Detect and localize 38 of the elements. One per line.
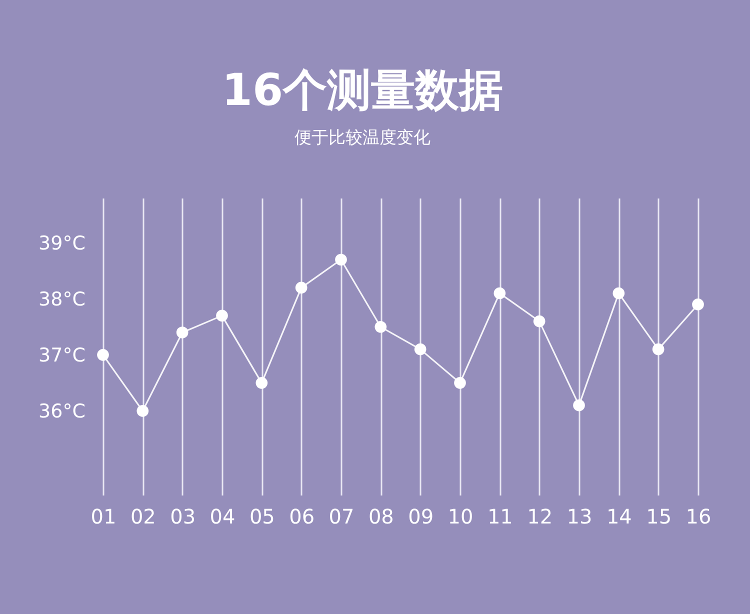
x-tick-label: 11: [487, 504, 513, 528]
x-tick-label: 13: [566, 504, 592, 528]
point: [573, 399, 585, 412]
x-tick-label: 03: [170, 504, 196, 528]
y-tick-label: 38°C: [38, 288, 86, 310]
x-tick-label: 02: [130, 504, 156, 528]
x-tick-label: 10: [448, 504, 474, 528]
x-tick-label: 15: [646, 504, 672, 528]
point: [216, 310, 228, 322]
point: [612, 287, 625, 300]
x-tick-label: 01: [90, 504, 116, 528]
point: [176, 326, 188, 338]
point: [256, 377, 268, 389]
chart-title: 16个测量数据: [222, 65, 504, 116]
x-tick-label: 05: [249, 504, 275, 528]
x-tick-label: 14: [606, 504, 632, 528]
point: [136, 405, 149, 417]
y-tick-label: 39°C: [38, 232, 86, 254]
point: [335, 254, 347, 266]
x-tick-label: 08: [368, 504, 394, 528]
x-tick-label: 16: [686, 504, 712, 528]
point: [652, 343, 664, 356]
x-tick-label: 04: [210, 504, 236, 528]
point: [97, 349, 109, 361]
chart-subtitle: 便于比较温度变化: [294, 128, 430, 148]
x-tick-label: 06: [289, 504, 315, 528]
point: [533, 315, 546, 328]
point: [454, 377, 466, 389]
point: [494, 287, 506, 300]
x-tick-label: 07: [328, 504, 354, 528]
y-tick-label: 37°C: [38, 344, 86, 366]
point: [414, 343, 426, 356]
point: [374, 320, 387, 333]
point: [692, 298, 704, 310]
y-tick-label: 36°C: [38, 400, 86, 422]
x-tick-label: 09: [408, 504, 434, 528]
x-tick-label: 12: [527, 504, 553, 528]
point: [295, 282, 308, 294]
